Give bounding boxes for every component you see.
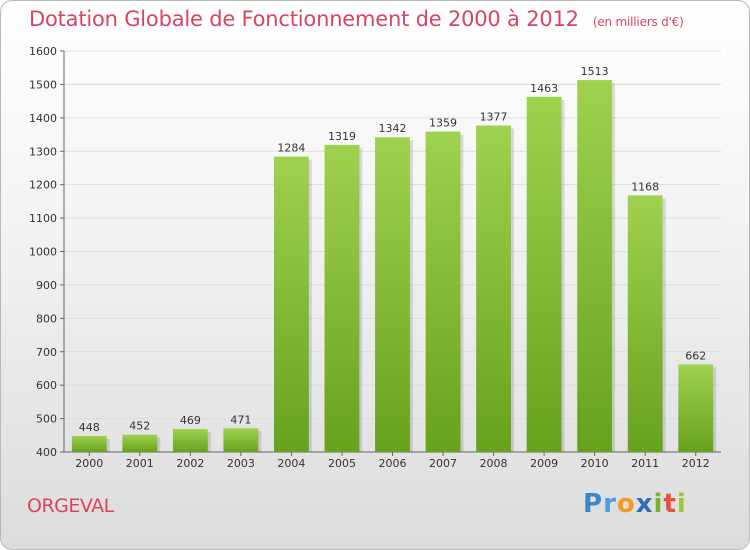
proxiti-logo: Proxiti xyxy=(583,489,687,519)
bar xyxy=(273,156,309,452)
x-tick-label: 2007 xyxy=(429,457,457,470)
bars xyxy=(71,80,717,453)
data-label: 662 xyxy=(685,349,706,362)
x-tick-label: 2012 xyxy=(682,457,710,470)
data-label: 469 xyxy=(180,414,201,427)
data-label: 1342 xyxy=(379,122,407,135)
y-tick-label: 1600 xyxy=(29,45,57,58)
y-tick-label: 400 xyxy=(36,446,57,459)
logo-letter: t xyxy=(663,489,677,519)
data-label: 448 xyxy=(79,421,100,434)
logo-letter: P xyxy=(583,489,604,519)
data-label: 1359 xyxy=(429,117,457,130)
chart-unit: (en milliers d'€) xyxy=(592,15,684,29)
y-tick-label: 1400 xyxy=(29,112,57,125)
logo-letter: i xyxy=(676,489,687,519)
bar xyxy=(678,364,714,452)
x-tick-label: 2009 xyxy=(530,457,558,470)
commune-name: ORGEVAL xyxy=(27,495,114,517)
x-tick-label: 2002 xyxy=(176,457,204,470)
x-tick-label: 2011 xyxy=(631,457,659,470)
bar xyxy=(627,195,663,453)
x-tick-label: 2000 xyxy=(75,457,103,470)
labels: 400 500 600 700 800 900 1000 1100 1200 1300 1400 15… xyxy=(29,45,710,470)
y-tick-label: 1000 xyxy=(29,246,57,259)
y-tick-label: 1200 xyxy=(29,179,57,192)
y-tick-label: 600 xyxy=(36,379,57,392)
x-tick-label: 2003 xyxy=(227,457,255,470)
data-label: 471 xyxy=(230,413,251,426)
data-label: 1463 xyxy=(530,82,558,95)
x-tick-label: 2010 xyxy=(581,457,609,470)
bar xyxy=(425,131,461,452)
y-tick-label: 500 xyxy=(36,413,57,426)
data-label: 1284 xyxy=(277,142,305,155)
bar xyxy=(223,428,259,452)
bar xyxy=(324,144,360,453)
data-label: 1319 xyxy=(328,130,356,143)
data-label: 1513 xyxy=(581,65,609,78)
x-tick-label: 2004 xyxy=(277,457,305,470)
logo-letter: i xyxy=(653,489,664,519)
y-tick-label: 700 xyxy=(36,346,57,359)
bar xyxy=(526,96,562,453)
chart-title: Dotation Globale de Fonctionnement de 20… xyxy=(29,7,684,31)
data-label: 452 xyxy=(129,420,150,433)
bar xyxy=(577,80,613,452)
x-tick-label: 2001 xyxy=(126,457,154,470)
bar xyxy=(122,434,158,452)
y-tick-label: 1100 xyxy=(29,212,57,225)
x-tick-label: 2008 xyxy=(480,457,508,470)
y-tick-label: 1300 xyxy=(29,145,57,158)
y-tick-label: 1500 xyxy=(29,78,57,91)
logo-letter: x xyxy=(635,489,654,519)
data-label: 1168 xyxy=(631,180,659,193)
y-tick-label: 900 xyxy=(36,279,57,292)
y-tick-label: 800 xyxy=(36,312,57,325)
x-tick-label: 2005 xyxy=(328,457,356,470)
data-label: 1377 xyxy=(480,111,508,124)
bar xyxy=(172,428,208,452)
bar xyxy=(375,137,410,452)
chart-title-text: Dotation Globale de Fonctionnement de 20… xyxy=(29,7,579,31)
bar xyxy=(71,435,107,452)
bar xyxy=(476,125,512,452)
logo-letter: r xyxy=(603,489,617,519)
logo-letter: o xyxy=(616,489,636,519)
x-tick-label: 2006 xyxy=(379,457,407,470)
